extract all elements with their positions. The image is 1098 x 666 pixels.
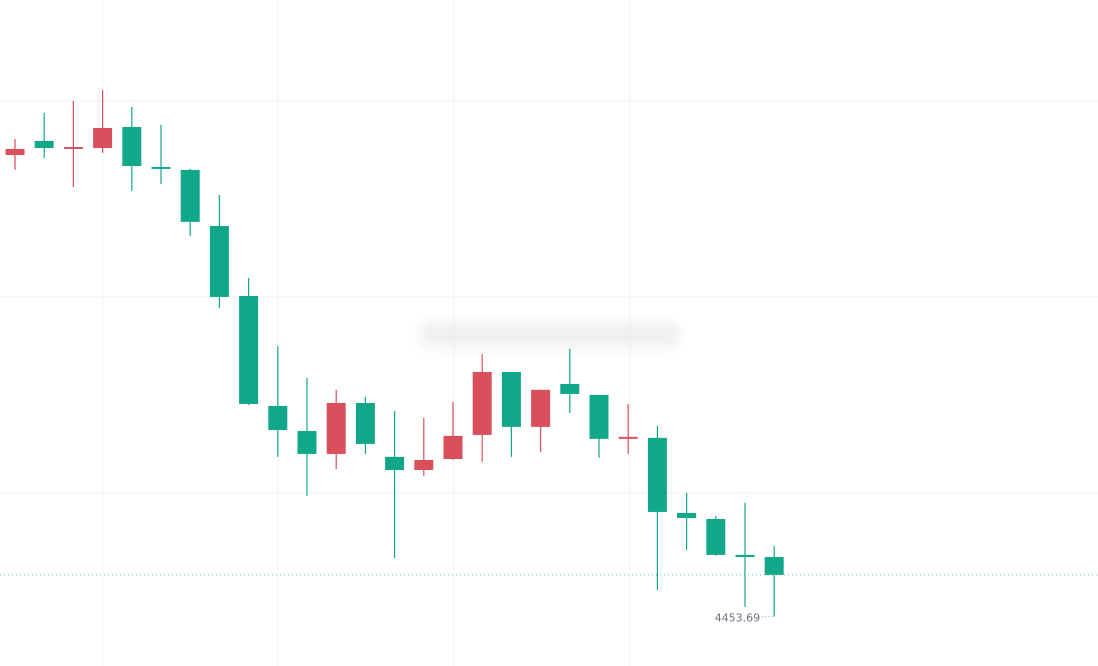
candle-body — [706, 519, 726, 555]
candle-body — [735, 554, 755, 558]
candle-body — [414, 460, 434, 471]
candle-body — [443, 435, 463, 460]
low-label: 4453.69 — [715, 612, 761, 625]
candle-body — [34, 140, 54, 148]
candle-body — [93, 127, 113, 148]
candle-body — [355, 402, 375, 444]
candle-body — [297, 430, 317, 454]
candle-body — [268, 405, 288, 431]
candle-body — [618, 436, 638, 439]
candle-body — [151, 166, 171, 169]
candle-body — [122, 127, 142, 167]
candle-body — [326, 402, 346, 454]
candle-body — [385, 456, 405, 471]
candle-body — [63, 146, 83, 149]
candle-body — [764, 557, 784, 575]
candle-body — [180, 169, 200, 222]
candle-body — [647, 437, 667, 512]
candle-body — [560, 383, 580, 394]
candle-body — [239, 295, 259, 404]
candle-body — [209, 225, 229, 297]
candle-body — [589, 394, 609, 439]
candle-body — [501, 372, 521, 427]
candle-body — [677, 512, 697, 519]
candle-body — [531, 389, 551, 427]
candle-body — [472, 372, 492, 435]
watermark — [420, 322, 680, 348]
candle-body — [5, 148, 25, 156]
